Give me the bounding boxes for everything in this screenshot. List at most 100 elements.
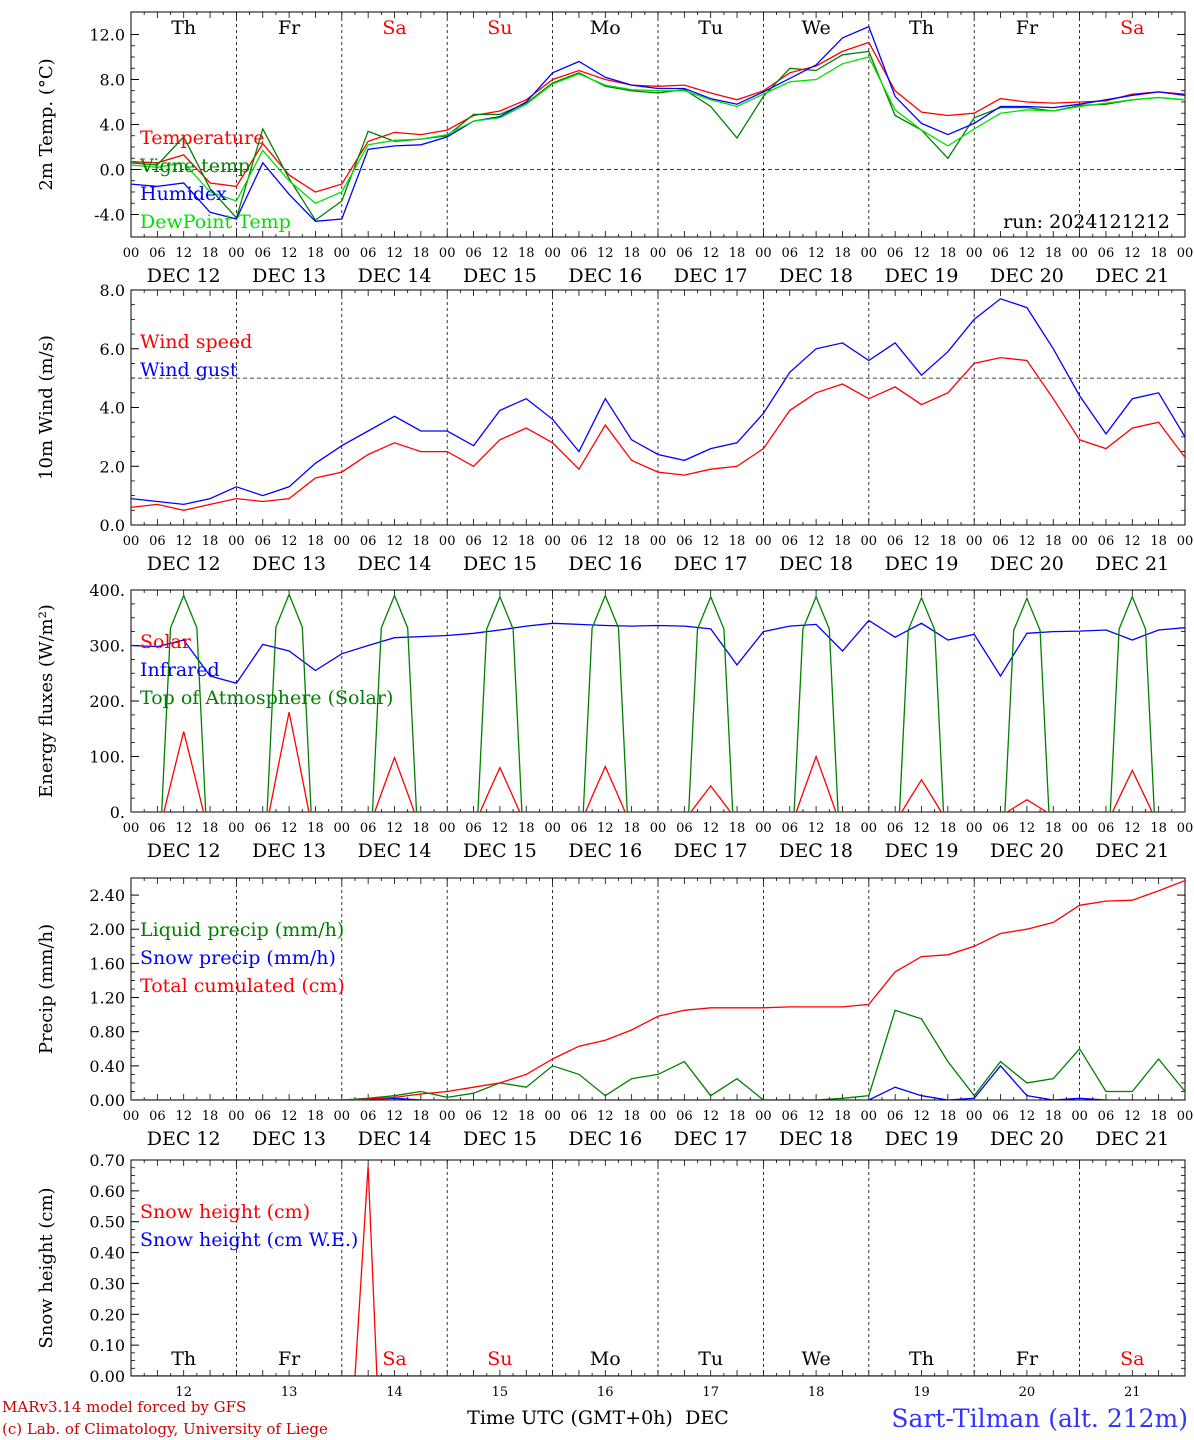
x-day-number: 14 <box>386 1385 403 1400</box>
y-axis-label: Energy fluxes (W/m²) <box>36 604 57 798</box>
series-line-vigne-temp <box>131 50 1185 222</box>
series-line-solar <box>131 711 1185 812</box>
x-day-number: 13 <box>281 1385 298 1400</box>
x-hour-label: 12 <box>386 246 403 261</box>
x-hour-label: 12 <box>175 246 192 261</box>
day-of-week-label: Fr <box>1016 17 1039 39</box>
x-hour-label: 18 <box>1045 534 1062 549</box>
x-day-number: 21 <box>1124 1385 1141 1400</box>
legend-item: Snow precip (mm/h) <box>140 947 336 969</box>
x-hour-label: 18 <box>1045 1109 1062 1124</box>
day-of-week-label: Th <box>171 17 196 39</box>
day-of-week-label: Mo <box>590 1348 621 1370</box>
x-hour-label: 18 <box>940 246 957 261</box>
x-hour-label: 00 <box>334 1109 351 1124</box>
x-hour-label: 18 <box>834 246 851 261</box>
station-name: Sart-Tilman (alt. 212m) <box>891 1404 1188 1433</box>
x-hour-label: 00 <box>228 246 245 261</box>
x-hour-label: 06 <box>254 1109 271 1124</box>
x-date-label: DEC 19 <box>885 553 959 575</box>
x-hour-label: 12 <box>281 821 298 836</box>
x-date-label: DEC 19 <box>885 1128 959 1150</box>
y-tick-label: 0.0 <box>100 516 125 535</box>
x-hour-label: 06 <box>149 1109 166 1124</box>
x-hour-label: 18 <box>729 534 746 549</box>
x-date-label: DEC 16 <box>568 553 642 575</box>
y-axis-label: Snow height (cm) <box>36 1187 57 1348</box>
x-hour-label: 18 <box>940 534 957 549</box>
x-hour-label: 12 <box>492 246 509 261</box>
y-tick-label: 0.20 <box>89 1305 125 1324</box>
y-tick-label: 0.50 <box>89 1213 125 1232</box>
x-hour-label: 00 <box>755 246 772 261</box>
x-hour-label: 06 <box>1098 534 1115 549</box>
x-date-label: DEC 16 <box>568 840 642 862</box>
x-date-label: DEC 12 <box>147 265 221 287</box>
y-axis-label: 10m Wind (m/s) <box>36 335 57 480</box>
x-date-label: DEC 17 <box>674 265 748 287</box>
x-hour-label: 00 <box>1071 1109 1088 1124</box>
series-line-temperature <box>131 41 1185 193</box>
x-date-label: DEC 19 <box>885 265 959 287</box>
legend-item: Humidex <box>140 183 227 205</box>
x-hour-label: 06 <box>676 1109 693 1124</box>
series-line-wind-gust <box>131 298 1185 506</box>
x-hour-label: 00 <box>439 246 456 261</box>
x-date-label: DEC 16 <box>568 1128 642 1150</box>
x-hour-label: 06 <box>676 821 693 836</box>
x-hour-label: 06 <box>254 534 271 549</box>
x-hour-label: 18 <box>413 1109 430 1124</box>
x-hour-label: 06 <box>571 246 588 261</box>
x-date-label: DEC 16 <box>568 265 642 287</box>
series-line-dewpoint-temp <box>131 56 1185 205</box>
x-hour-label: 06 <box>781 821 798 836</box>
x-date-label: DEC 18 <box>779 840 853 862</box>
x-hour-label: 06 <box>571 534 588 549</box>
day-of-week-label: Sa <box>1120 17 1144 39</box>
x-date-label: DEC 12 <box>147 553 221 575</box>
x-date-label: DEC 14 <box>358 265 432 287</box>
x-hour-label: 18 <box>307 1109 324 1124</box>
day-of-week-label: Sa <box>1120 1348 1144 1370</box>
x-hour-label: 12 <box>808 246 825 261</box>
chart-panels: -4.0 0.0 4.0 8.0 12.0 2m Temp. (°C) 00 06 12 18 00… <box>36 11 1194 1400</box>
day-of-week-label: We <box>801 17 830 39</box>
panel-snow: 0.00 0.10 0.20 0.30 0.40 0.50 0.60 0.70 Snow hei… <box>36 1151 1186 1400</box>
x-date-label: DEC 13 <box>252 1128 326 1150</box>
y-tick-label: 2.0 <box>100 457 125 476</box>
x-hour-label: 18 <box>834 534 851 549</box>
y-tick-label: 4.0 <box>100 116 125 135</box>
x-hour-label: 00 <box>1071 246 1088 261</box>
y-tick-label: 400. <box>89 581 125 600</box>
x-hour-label: 06 <box>992 1109 1009 1124</box>
series-line-wind-speed <box>131 356 1185 511</box>
plot-frame <box>130 11 1186 238</box>
series-line-top-of-atmosphere-solar <box>131 592 1185 812</box>
x-hour-label: 18 <box>307 534 324 549</box>
x-hour-label: 06 <box>781 534 798 549</box>
x-hour-label: 12 <box>702 534 719 549</box>
x-hour-label: 12 <box>1124 1109 1141 1124</box>
x-hour-label: 18 <box>729 246 746 261</box>
panel-precip: 0.00 0.40 0.80 1.20 1.60 2.00 2.40 Precip (mm/h… <box>36 877 1193 1150</box>
x-hour-label: 18 <box>202 1109 219 1124</box>
y-tick-label: 0.0 <box>100 161 125 180</box>
x-hour-label: 12 <box>175 534 192 549</box>
x-date-label: DEC 18 <box>779 553 853 575</box>
x-hour-label: 18 <box>413 534 430 549</box>
x-hour-label: 12 <box>913 1109 930 1124</box>
y-tick-label: 2.40 <box>89 886 125 905</box>
x-hour-label: 18 <box>518 534 535 549</box>
x-hour-label: 12 <box>175 821 192 836</box>
x-date-label: DEC 21 <box>1095 840 1169 862</box>
y-tick-label: 2.00 <box>89 920 125 939</box>
x-hour-label: 18 <box>202 246 219 261</box>
x-date-label: DEC 20 <box>990 265 1064 287</box>
x-hour-label: 06 <box>992 534 1009 549</box>
x-hour-label: 06 <box>1098 246 1115 261</box>
x-hour-label: 00 <box>755 1109 772 1124</box>
x-date-label: DEC 15 <box>463 265 537 287</box>
model-credit-line2: (c) Lab. of Climatology, University of L… <box>2 1420 328 1438</box>
x-hour-label: 00 <box>1177 821 1194 836</box>
